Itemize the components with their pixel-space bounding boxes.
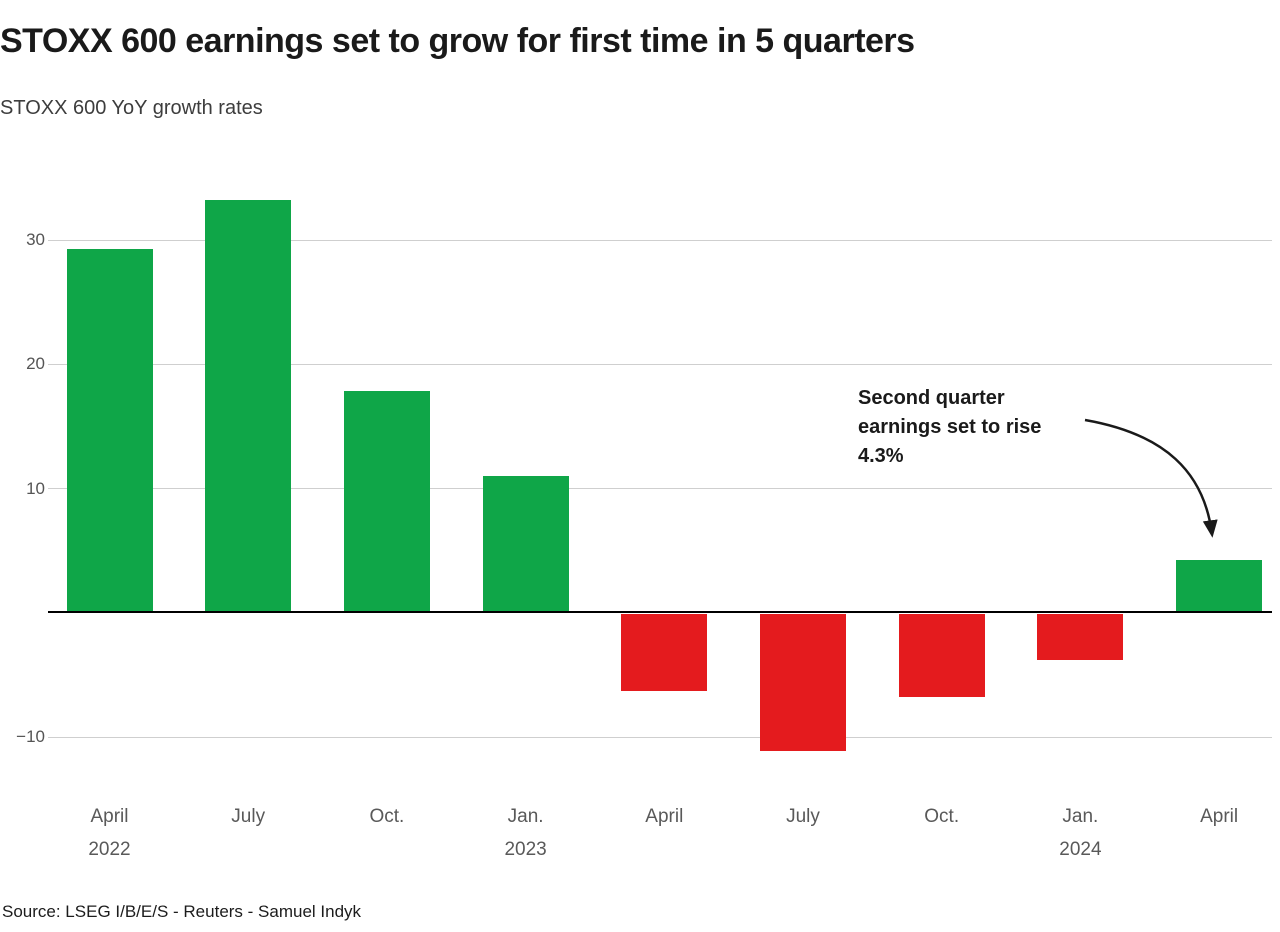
x-axis-label: Jan. 2023	[456, 800, 596, 866]
bar	[66, 248, 153, 613]
chart-subtitle: STOXX 600 YoY growth rates	[0, 97, 263, 119]
x-axis-label: April 2022	[40, 800, 180, 866]
x-axis-year: 2023	[504, 839, 547, 860]
x-axis-month: April	[645, 806, 684, 827]
x-axis-baseline	[48, 611, 1272, 613]
x-axis-label: Oct.	[872, 800, 1012, 833]
bar	[1037, 614, 1124, 660]
gridline	[48, 488, 1272, 490]
bar	[1176, 559, 1263, 613]
gridline	[48, 239, 1272, 241]
gridline	[48, 363, 1272, 365]
y-axis-tick-label: 10	[26, 478, 45, 498]
x-axis-year: 2022	[88, 839, 131, 860]
x-axis-label: July	[178, 800, 318, 833]
x-axis-label: April	[1149, 800, 1280, 833]
source-note: Source: LSEG I/B/E/S - Reuters - Samuel …	[2, 902, 362, 921]
bar	[205, 200, 292, 613]
bar	[482, 476, 569, 613]
x-axis-month: Jan.	[1062, 806, 1099, 827]
chart-title: STOXX 600 earnings set to grow for first…	[0, 22, 915, 60]
x-axis-label: April	[594, 800, 734, 833]
x-axis-year: 2024	[1059, 839, 1102, 860]
annotation-label: Second quarter earnings set to rise 4.3%	[858, 387, 1042, 467]
bar	[760, 614, 846, 751]
x-axis-month: Oct.	[369, 806, 405, 827]
x-axis-month: July	[786, 806, 820, 827]
bar	[621, 614, 708, 692]
y-axis-tick-label: 20	[26, 354, 45, 374]
x-axis-month: Oct.	[924, 806, 960, 827]
x-axis-label: Jan. 2024	[1010, 800, 1150, 866]
x-axis-label: July	[733, 800, 873, 833]
y-axis-tick-label: −10	[16, 727, 45, 747]
x-axis-month: April	[90, 806, 129, 827]
y-axis-tick-label: 30	[26, 230, 45, 250]
x-axis-month: April	[1200, 806, 1239, 827]
bar	[898, 614, 985, 698]
x-axis-label: Oct.	[317, 800, 457, 833]
x-axis-month: Jan.	[507, 806, 544, 827]
gridline	[48, 736, 1272, 738]
x-axis-month: July	[231, 806, 266, 827]
bar	[343, 390, 430, 613]
